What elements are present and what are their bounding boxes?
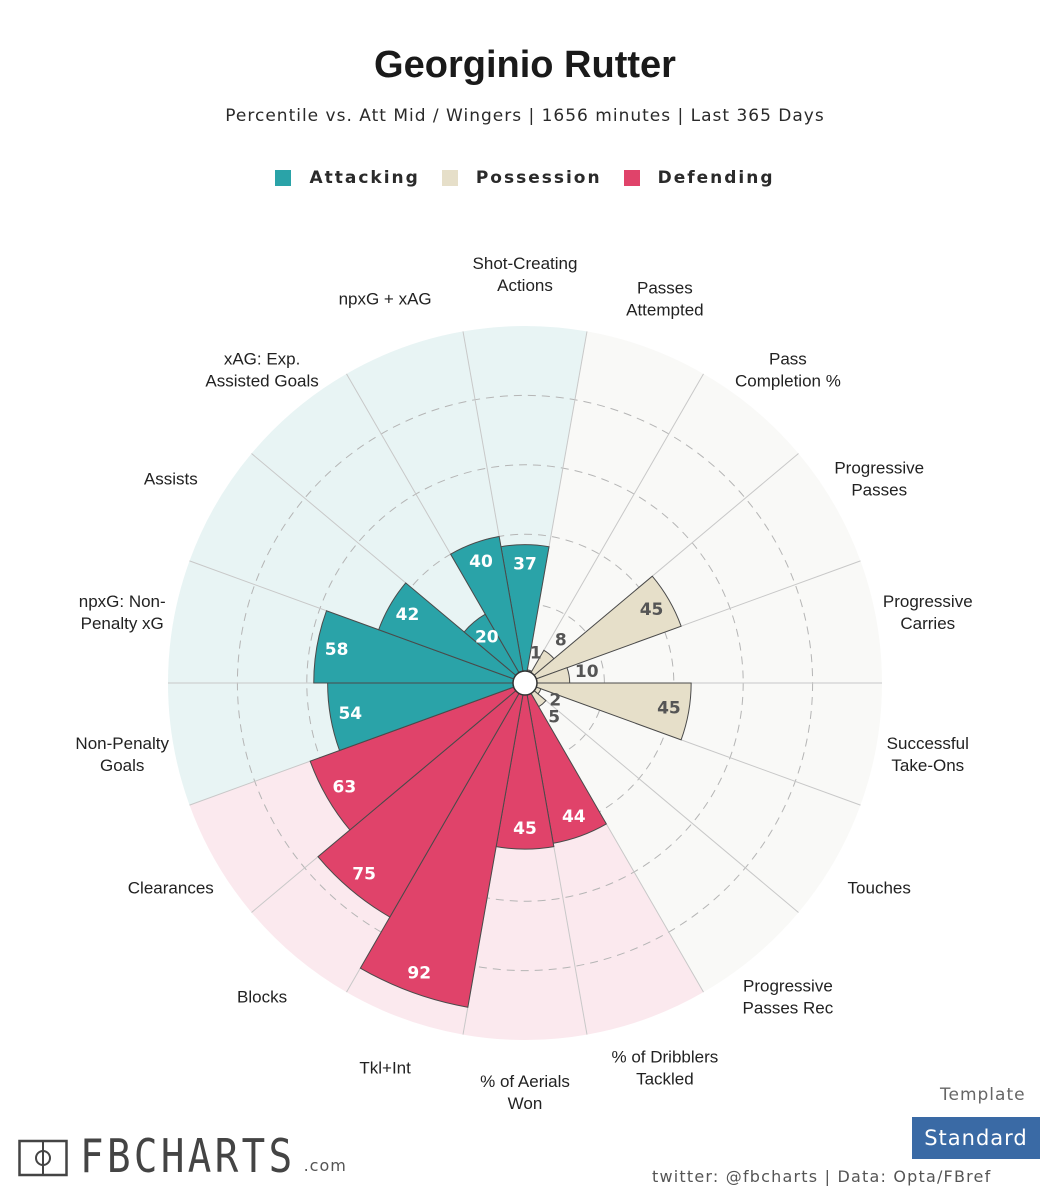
category-label-progressive-passes-rec: Progressive Passes Rec — [743, 976, 834, 1017]
bar-assists — [378, 582, 526, 684]
sector-bg-passes-attempted — [525, 331, 704, 683]
legend-item-possession: Possession — [441, 168, 602, 188]
legend: Attacking Possession Defending — [0, 168, 1050, 188]
sector-bg-progressive-carries — [525, 560, 882, 683]
value-label-successful-take-ons: 45 — [657, 698, 681, 718]
value-label-clearances: 63 — [333, 777, 357, 797]
sector-divider — [524, 682, 799, 913]
brand-name: FBCHARTS — [80, 1129, 296, 1183]
category-label-non-penalty-goals: Non-Penalty Goals — [75, 734, 169, 775]
bar-successful-take-ons — [524, 682, 692, 741]
sector-bg-progressive-passes-rec — [525, 683, 799, 993]
category-label-progressive-passes: Progressive Passes — [834, 458, 924, 499]
value-label-shot-creating-actions: 37 — [513, 555, 537, 575]
value-label-passes-attempted: 1 — [530, 643, 542, 663]
legend-label-attacking: Attacking — [309, 168, 420, 188]
value-label-tkl-int: 92 — [407, 964, 431, 984]
category-label-npxg-xag: npxG + xAG — [339, 289, 432, 308]
category-label-tkl-int: Tkl+Int — [359, 1058, 411, 1077]
value-label-pass-completion: 8 — [555, 630, 567, 650]
value-label-of-aerials-won: 45 — [513, 819, 537, 839]
value-label-progressive-carries: 10 — [575, 662, 599, 682]
bar-npxg-non-penalty-xg — [313, 610, 526, 684]
credit-text: twitter: @fbcharts | Data: Opta/FBref — [652, 1167, 992, 1186]
sector-divider — [524, 373, 704, 684]
sector-bg-shot-creating-actions — [463, 326, 587, 683]
category-label-of-aerials-won: % of Aerials Won — [480, 1072, 570, 1113]
legend-swatch-attacking — [275, 170, 292, 186]
category-label-touches: Touches — [848, 878, 911, 897]
bar-progressive-passes — [524, 575, 682, 684]
category-label-blocks: Blocks — [237, 987, 287, 1006]
category-label-shot-creating-actions: Shot-Creating Actions — [473, 254, 578, 295]
value-label-npxg-xag: 40 — [469, 552, 493, 572]
legend-label-possession: Possession — [475, 168, 602, 188]
legend-item-defending: Defending — [623, 168, 775, 188]
sector-bg-xag-exp-assisted-goals — [251, 373, 525, 683]
sector-bg-pass-completion — [525, 373, 799, 683]
value-label-touches: 2 — [549, 690, 561, 710]
category-label-assists: Assists — [144, 469, 198, 488]
chart-subtitle: Percentile vs. Att Mid / Wingers | 1656 … — [225, 106, 825, 126]
category-label-xag-exp-assisted-goals: xAG: Exp. Assisted Goals — [205, 349, 318, 390]
center-hole — [512, 670, 538, 696]
legend-swatch-defending — [623, 170, 640, 186]
legend-item-attacking: Attacking — [275, 168, 419, 188]
legend-label-defending: Defending — [657, 168, 775, 188]
value-label-of-dribblers-tackled: 44 — [562, 807, 586, 827]
value-label-npxg-non-penalty-xg: 58 — [325, 640, 349, 660]
category-label-passes-attempted: Passes Attempted — [626, 278, 704, 319]
value-label-non-penalty-goals: 54 — [338, 704, 362, 724]
value-label-progressive-passes-rec: 5 — [548, 708, 560, 728]
category-label-pass-completion: Pass Completion % — [735, 349, 841, 390]
category-label-progressive-carries: Progressive Carries — [883, 591, 973, 632]
value-label-progressive-passes: 45 — [640, 600, 664, 620]
bar-npxg-xag — [449, 535, 526, 684]
category-label-npxg-non-penalty-xg: npxG: Non-Penalty xG — [79, 591, 166, 632]
template-label: Template — [940, 1085, 1026, 1105]
value-label-assists: 42 — [396, 605, 420, 625]
pitch-icon — [18, 1135, 68, 1179]
value-label-xag-exp-assisted-goals: 20 — [475, 627, 499, 647]
chart-title: Georginio Rutter — [374, 44, 676, 86]
category-label-clearances: Clearances — [128, 878, 214, 897]
legend-swatch-possession — [441, 170, 458, 186]
sector-bg-touches — [525, 683, 861, 913]
value-label-blocks: 75 — [352, 865, 376, 885]
bar-tkl-int — [359, 682, 526, 1008]
brand-suffix: .com — [303, 1156, 347, 1175]
category-label-successful-take-ons: Successful Take-Ons — [887, 734, 969, 775]
brand-logo: FBCHARTS .com — [18, 1133, 347, 1179]
template-badge: Standard — [912, 1117, 1040, 1159]
sector-bg-of-aerials-won — [463, 683, 587, 1041]
category-label-of-dribblers-tackled: % of Dribblers Tackled — [612, 1047, 719, 1088]
bar-shot-creating-actions — [500, 544, 550, 684]
